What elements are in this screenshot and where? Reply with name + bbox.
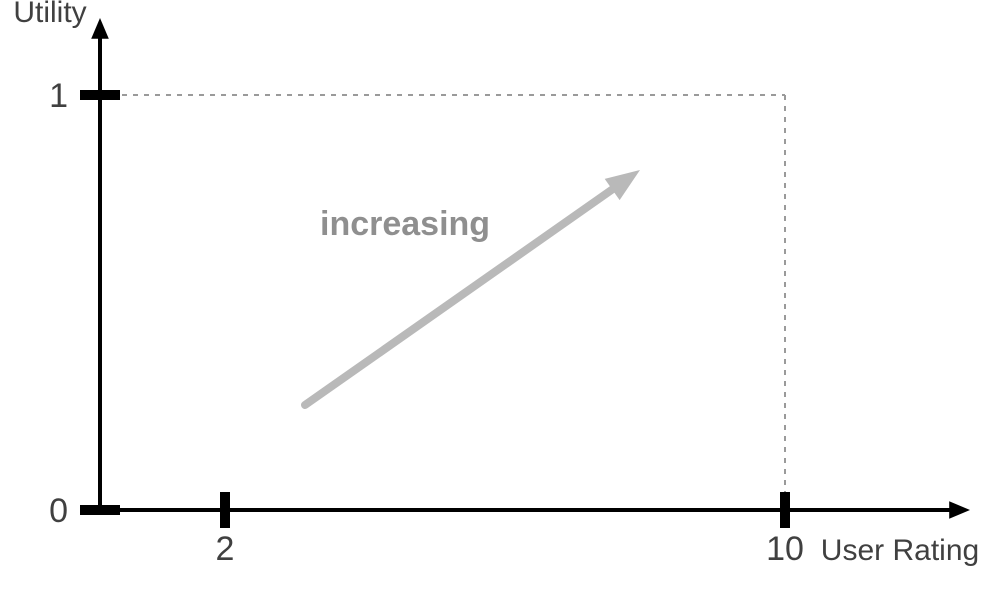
x-axis-label: User Rating: [821, 534, 979, 567]
utility-vs-rating-diagram: increasing 0 1 2 10 Utility User Rating: [0, 0, 1000, 592]
y-axis-label: Utility: [13, 0, 86, 29]
x-axis-arrowhead: [949, 501, 970, 519]
y-tick-label: 0: [49, 492, 68, 530]
y-tick-label: 1: [49, 77, 68, 115]
annotation-increasing: increasing: [320, 205, 490, 243]
x-tick-label: 2: [216, 530, 235, 568]
y-axis-arrowhead: [91, 18, 109, 39]
x-tick-label: 10: [766, 530, 804, 568]
